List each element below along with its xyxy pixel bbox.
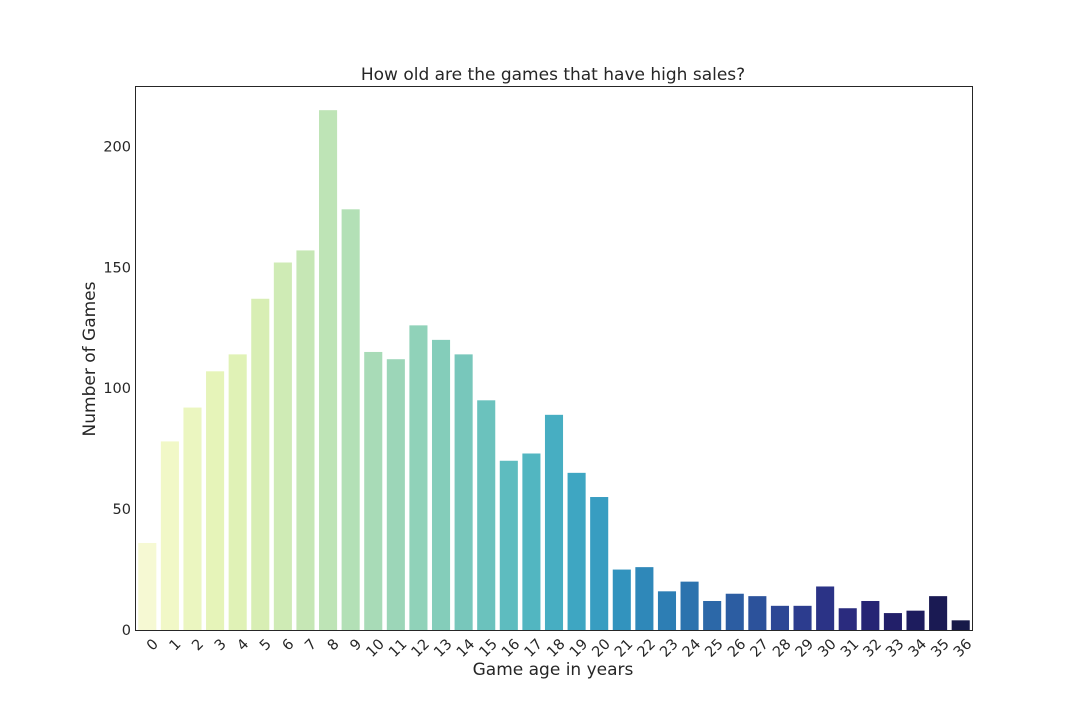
x-tick-label: 18	[544, 636, 568, 660]
x-tick-label: 31	[838, 636, 862, 660]
bar-age-32	[861, 600, 880, 630]
bar-age-17	[522, 453, 541, 630]
x-tick-label: 25	[702, 636, 726, 660]
x-tick-label: 1	[167, 636, 185, 654]
y-tick-label: 150	[103, 260, 131, 276]
bar-age-11	[386, 359, 405, 630]
bar-age-31	[838, 608, 857, 630]
x-tick-label: 29	[793, 636, 817, 660]
x-tick-label: 4	[234, 636, 252, 654]
x-tick-label: 19	[567, 636, 591, 660]
x-tick-label: 9	[347, 636, 365, 654]
x-tick-label: 12	[409, 636, 433, 660]
x-tick-label: 22	[635, 636, 659, 660]
x-tick-label: 2	[189, 636, 207, 654]
x-tick-label: 35	[928, 636, 952, 660]
x-tick-label: 20	[589, 636, 613, 660]
x-tick-label: 6	[280, 636, 298, 654]
bar-age-4	[228, 354, 247, 630]
x-tick-label: 27	[748, 636, 772, 660]
bar-age-36	[951, 620, 970, 630]
x-tick-label: 14	[454, 636, 478, 660]
bar-age-3	[206, 371, 225, 630]
y-tick-label: 100	[103, 381, 131, 397]
bar-age-23	[657, 591, 677, 630]
bar-age-5	[251, 298, 270, 630]
y-tick-label: 200	[103, 139, 131, 155]
x-tick-label: 23	[657, 636, 681, 660]
x-axis-label: Game age in years	[473, 660, 634, 680]
bar-age-0	[138, 542, 157, 630]
x-tick-label: 32	[861, 636, 885, 660]
x-tick-label: 21	[612, 636, 636, 660]
bar-age-16	[499, 460, 518, 630]
y-tick-label: 0	[122, 623, 131, 639]
bar-age-26	[725, 593, 744, 630]
bar-age-21	[612, 569, 631, 630]
x-tick-label: 7	[302, 636, 320, 654]
x-tick-label: 36	[951, 636, 975, 660]
x-tick-label: 34	[906, 636, 930, 660]
x-tick-label: 11	[386, 636, 410, 660]
plot-frame	[135, 86, 973, 631]
bar-age-22	[635, 567, 654, 630]
bar-age-29	[793, 605, 812, 630]
bar-age-1	[160, 441, 179, 630]
y-axis-label: Number of Games	[80, 281, 100, 436]
x-tick-label: 0	[144, 636, 162, 654]
x-tick-label: 28	[770, 636, 794, 660]
bar-age-18	[544, 414, 564, 630]
bars-layer	[138, 110, 970, 631]
bar-age-24	[680, 581, 699, 630]
chart-title: How old are the games that have high sal…	[361, 65, 745, 85]
bar-age-9	[341, 209, 360, 630]
x-tick-label: 16	[499, 636, 523, 660]
bar-age-10	[364, 351, 383, 630]
bar-age-14	[454, 354, 473, 630]
bar-age-12	[409, 325, 428, 630]
x-tick-label: 33	[883, 636, 907, 660]
bar-age-27	[748, 596, 767, 630]
x-tick-label: 10	[363, 636, 387, 660]
bar-age-6	[273, 262, 292, 630]
y-tick-label: 50	[113, 502, 131, 518]
bar-age-30	[816, 586, 835, 630]
x-tick-label: 24	[680, 636, 704, 660]
x-tick-label: 13	[431, 636, 455, 660]
x-tick-label: 26	[725, 636, 749, 660]
bar-age-2	[183, 407, 202, 630]
bar-age-8	[319, 110, 338, 631]
x-tick-label: 17	[522, 636, 546, 660]
bar-age-35	[929, 596, 948, 630]
bar-age-7	[296, 250, 315, 630]
y-axis: 0 50 100 150 200	[103, 139, 131, 639]
bar-age-34	[906, 610, 925, 630]
x-tick-label: 30	[815, 636, 839, 660]
x-axis: 0 1 2 3 4 5 6 7 8 9101112131415161718192021222324…	[144, 636, 975, 660]
bar-age-28	[770, 605, 789, 630]
bar-age-25	[703, 600, 722, 630]
bar-age-33	[883, 613, 902, 630]
bar-age-13	[431, 339, 451, 630]
bar-age-19	[567, 472, 586, 630]
bar-age-15	[477, 400, 496, 630]
x-tick-label: 15	[476, 636, 500, 660]
x-tick-label: 3	[212, 636, 230, 654]
x-tick-label: 8	[325, 636, 343, 654]
bar-age-20	[590, 497, 609, 630]
x-tick-label: 5	[257, 636, 275, 654]
